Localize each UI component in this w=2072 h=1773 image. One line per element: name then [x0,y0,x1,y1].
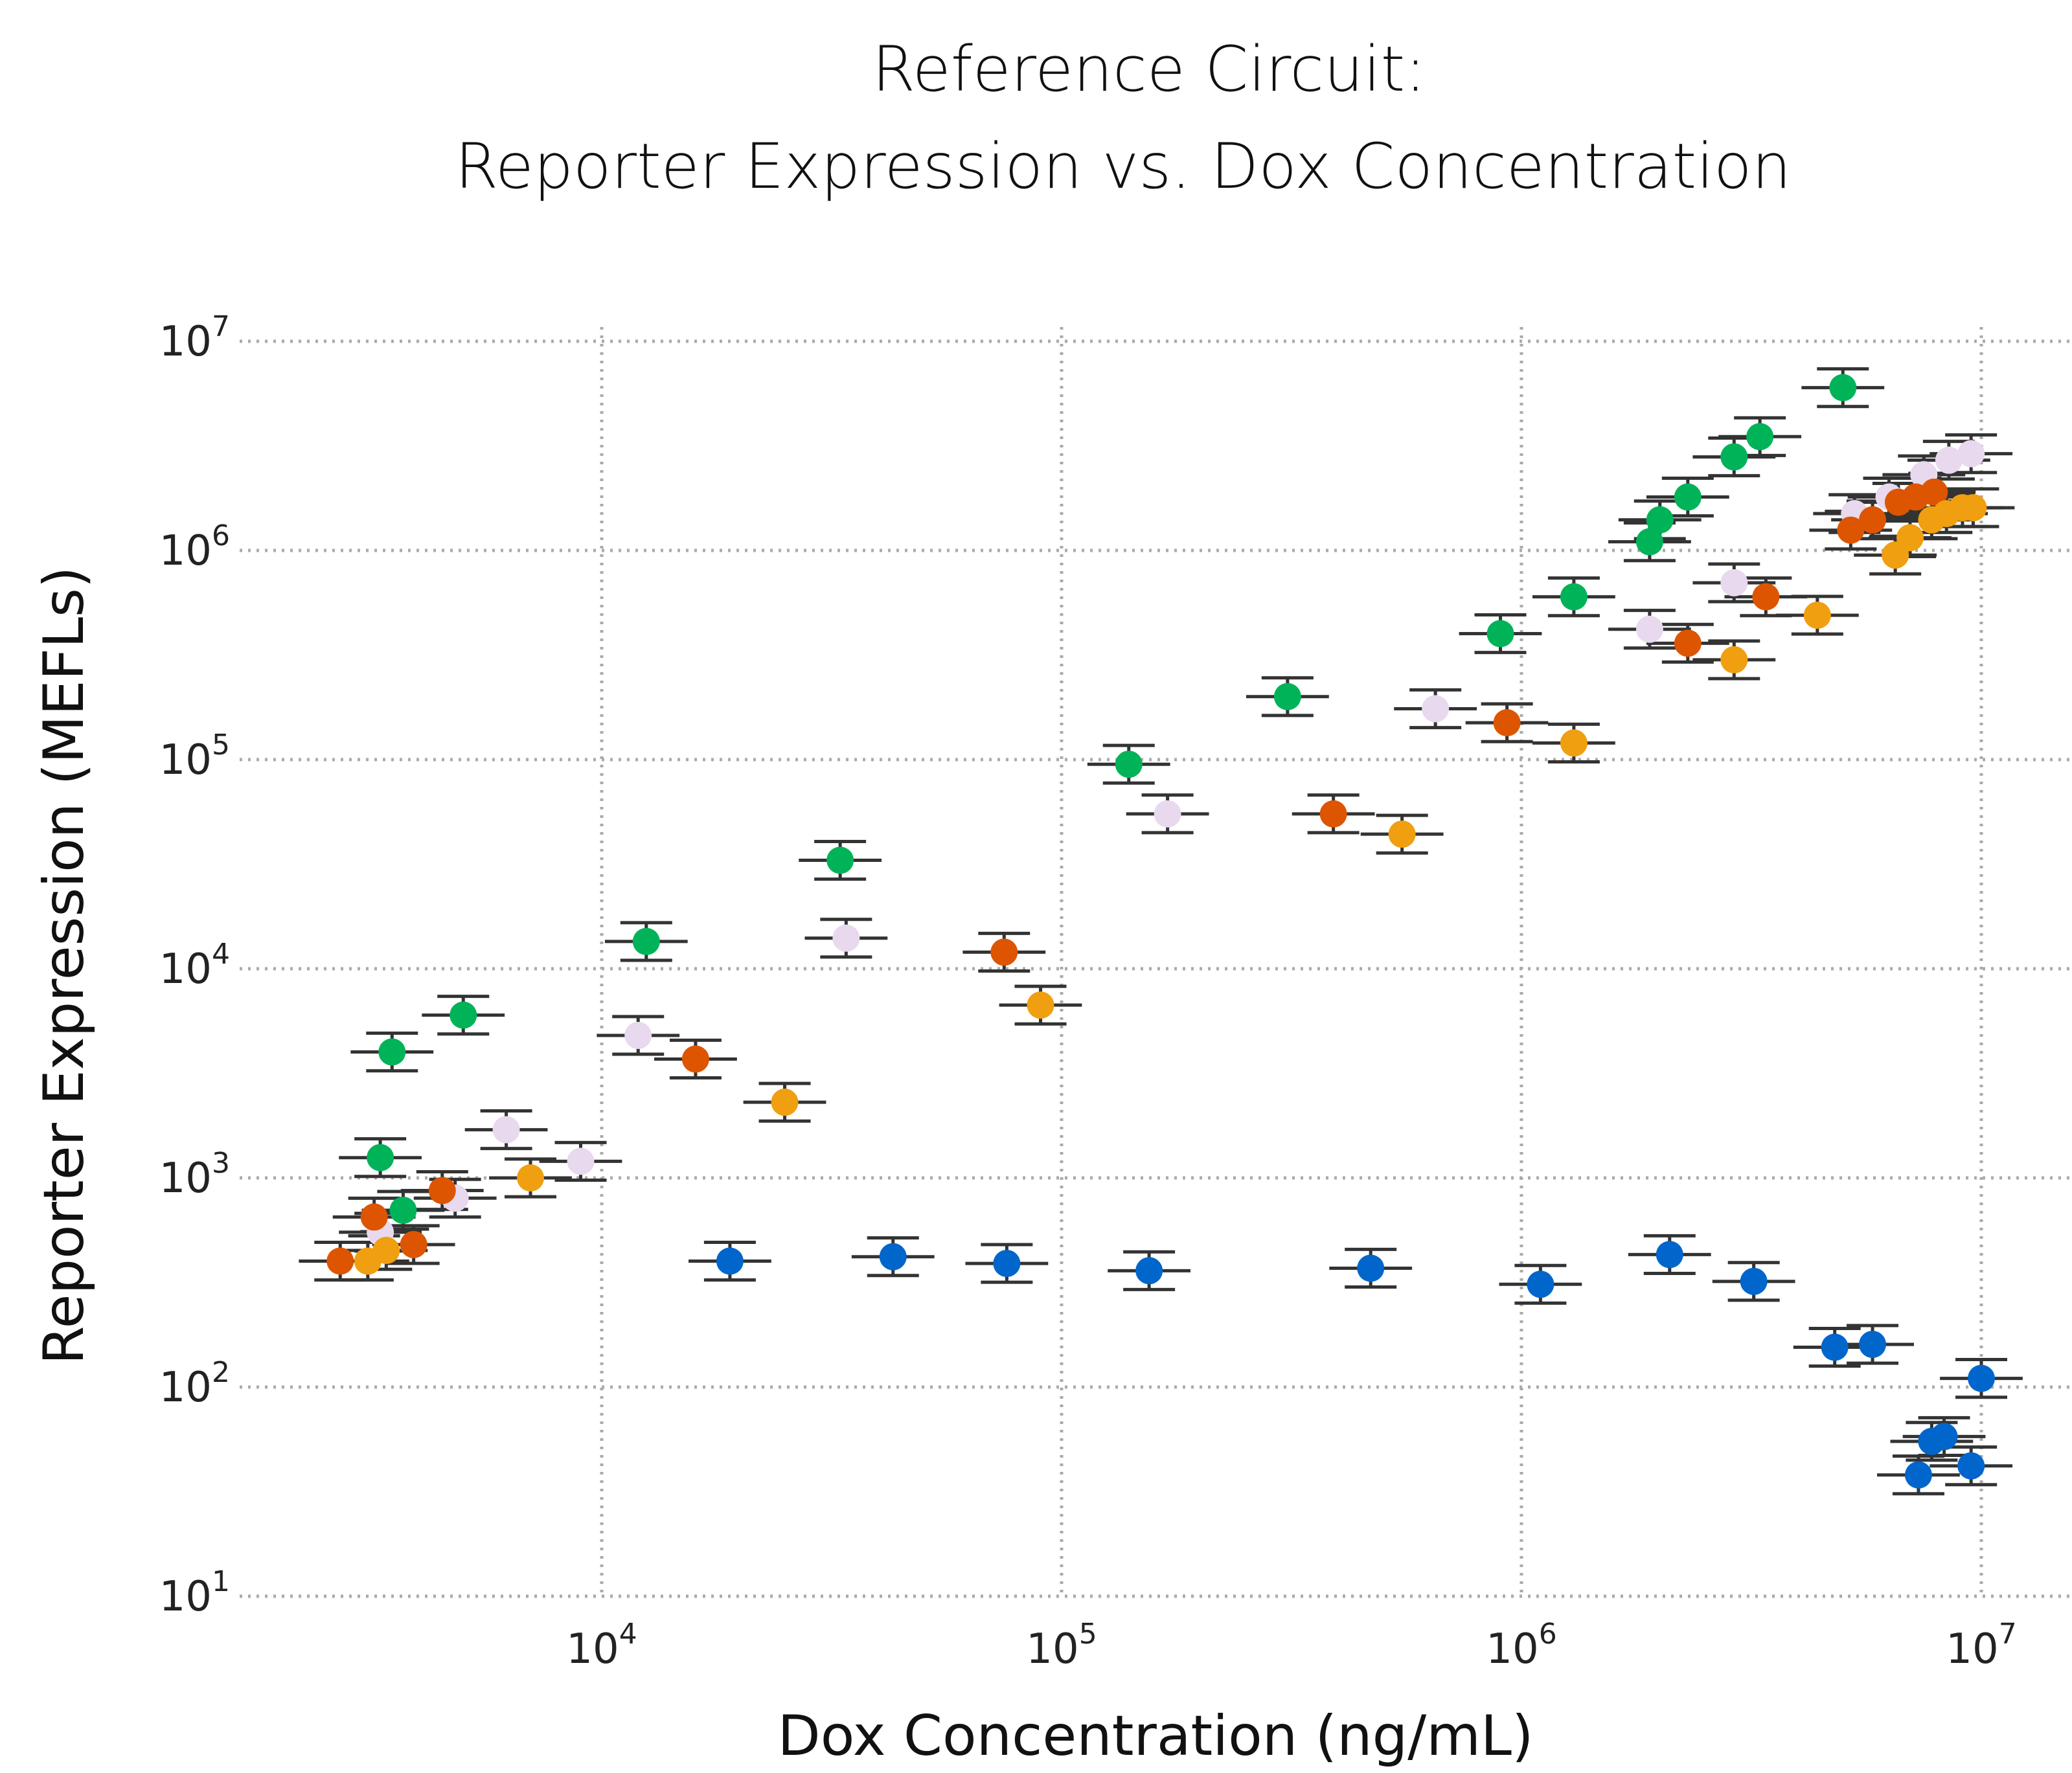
data-point [326,1247,354,1275]
data-point [1135,1257,1163,1285]
x-tick-label: 105 [1026,1618,1097,1673]
data-point [1635,615,1663,643]
y-axis-label: Reporter Expression (MEFLs) [32,567,97,1365]
data-points [326,374,1995,1489]
data-point [1752,583,1780,611]
data-point [1746,423,1774,451]
data-point [1656,1241,1683,1269]
data-point [1935,446,1963,474]
y-axis-ticks: 101 102 103 104 105 106 107 [159,310,230,1621]
data-point [389,1197,417,1225]
data-point [993,1250,1021,1278]
y-tick-label: 106 [159,519,230,575]
data-point [1422,695,1450,723]
x-tick-label: 107 [1946,1618,2016,1673]
data-point [1560,583,1588,611]
data-point [1674,629,1702,657]
data-point [1859,1331,1887,1359]
data-point [1493,709,1521,737]
y-tick-label: 107 [159,310,230,366]
data-point [372,1237,400,1265]
y-tick-label: 105 [159,728,230,784]
data-point [1388,820,1416,848]
data-point [450,1001,477,1029]
chart-title-line-1: Reference Circuit: [872,33,1426,106]
data-point [492,1116,520,1144]
data-point [1837,516,1865,544]
data-point [716,1247,744,1275]
data-point [1829,374,1857,401]
x-tick-label: 104 [566,1618,637,1673]
data-point [1486,620,1514,648]
y-tick-label: 101 [159,1565,230,1621]
data-point [1896,524,1924,552]
data-point [517,1164,545,1191]
data-point [360,1203,388,1231]
data-point [428,1177,456,1204]
data-point [1635,528,1663,556]
data-point [1720,569,1748,597]
data-point [1720,443,1748,471]
data-point [826,846,854,874]
data-point [367,1144,394,1171]
x-axis-ticks: 104 105 106 107 [566,1618,2016,1673]
data-point [1957,1452,1985,1480]
data-point [990,938,1018,966]
data-point [1319,800,1347,828]
data-point [400,1230,427,1258]
data-point [879,1243,907,1270]
data-point [1115,751,1143,778]
data-point [1957,440,1985,468]
data-point [1904,1461,1932,1489]
y-tick-label: 102 [159,1356,230,1412]
data-point [681,1045,709,1073]
data-point [567,1147,595,1175]
data-point [1959,494,1987,522]
data-point [1154,800,1181,828]
data-point [771,1089,799,1116]
y-tick-label: 103 [159,1147,230,1203]
data-point [1527,1270,1554,1298]
y-tick-label: 104 [159,938,230,993]
data-point [1930,1423,1958,1451]
data-point [1740,1267,1768,1295]
data-point [632,927,660,955]
data-point [1560,729,1588,757]
data-point [378,1038,406,1066]
data-point [1646,506,1674,534]
data-point [1720,646,1748,673]
x-tick-label: 106 [1486,1618,1556,1673]
data-point [832,924,860,952]
data-point [1968,1364,1995,1392]
chart-title-line-2: Reporter Expression vs. Dox Concentratio… [455,130,1792,203]
data-point [1357,1254,1385,1282]
data-point [1859,506,1887,534]
data-point [1027,991,1054,1019]
data-point [1803,602,1831,629]
data-point [1920,478,1948,506]
data-point [1273,683,1301,710]
x-axis-label: Dox Concentration (ng/mL) [777,1704,1533,1768]
grid [240,327,2072,1598]
data-point [1674,483,1702,511]
data-point [624,1021,652,1049]
data-point [1821,1333,1849,1361]
error-bars [299,367,2023,1496]
